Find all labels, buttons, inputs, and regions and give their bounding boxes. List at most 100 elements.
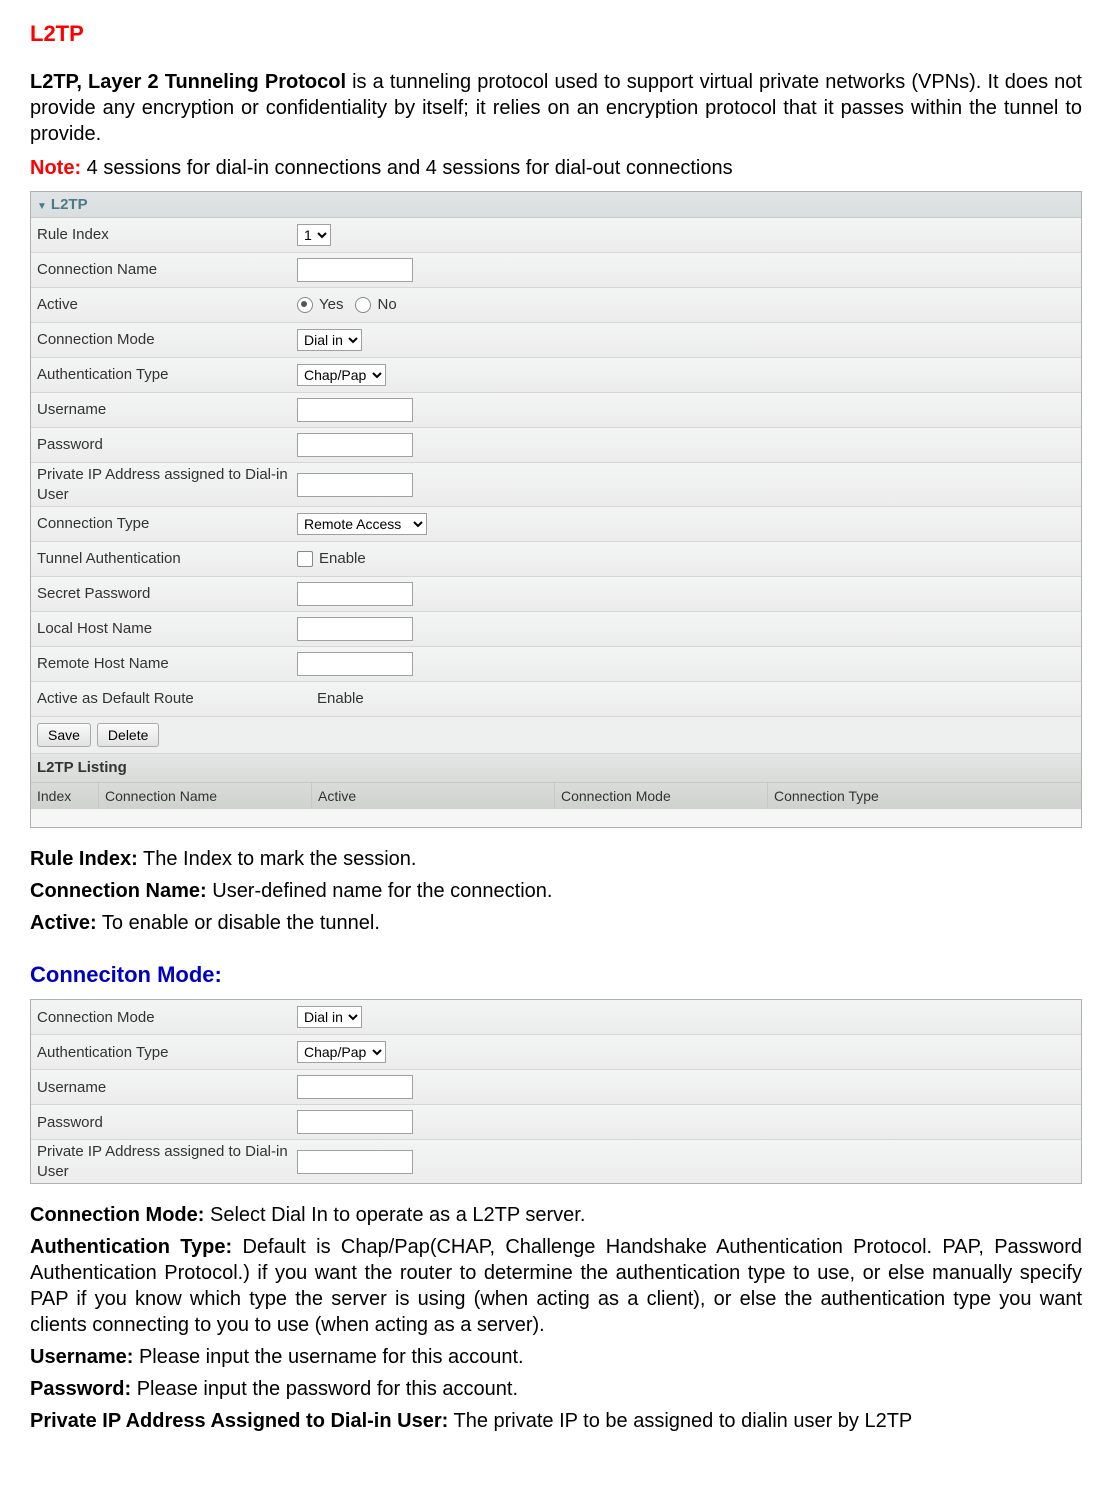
definition-term: Connection Name:: [30, 880, 207, 902]
username-label: Username: [37, 400, 297, 420]
local-host-input[interactable]: [297, 617, 413, 641]
definition-desc: Please input the password for this accou…: [131, 1378, 518, 1400]
connection-type-label: Connection Type: [37, 514, 297, 534]
definition-term: Authentication Type:: [30, 1236, 232, 1258]
connection-mode-heading: Conneciton Mode:: [30, 961, 1082, 990]
page-title: L2TP: [30, 20, 1082, 49]
auth-type-select[interactable]: Chap/Pap: [297, 364, 386, 386]
p2-auth-type-row: Authentication Type Chap/Pap: [31, 1035, 1081, 1070]
p2-conn-mode-row: Connection Mode Dial in: [31, 1000, 1081, 1035]
intro-paragraph: L2TP, Layer 2 Tunneling Protocol is a tu…: [30, 69, 1082, 147]
definition-item: Active: To enable or disable the tunnel.: [30, 910, 1082, 936]
auth-type-row: Authentication Type Chap/Pap: [31, 358, 1081, 393]
auth-type-label: Authentication Type: [37, 365, 297, 385]
connection-mode-row: Connection Mode Dial in: [31, 323, 1081, 358]
definition-term: Rule Index:: [30, 848, 138, 870]
p2-username-label: Username: [37, 1078, 297, 1098]
tunnel-auth-checkbox[interactable]: [297, 551, 313, 567]
listing-header: Index Connection Name Active Connection …: [31, 783, 1081, 809]
connection-type-select[interactable]: Remote Access: [297, 513, 427, 535]
definition-item: Connection Name: User-defined name for t…: [30, 878, 1082, 904]
definition-desc: Select Dial In to operate as a L2TP serv…: [204, 1204, 585, 1226]
tunnel-auth-label: Tunnel Authentication: [37, 549, 297, 569]
definition-item: Password: Please input the password for …: [30, 1376, 1082, 1402]
active-no-text: No: [377, 295, 396, 315]
definition-term: Private IP Address Assigned to Dial-in U…: [30, 1410, 448, 1432]
connection-mode-panel: Connection Mode Dial in Authentication T…: [30, 999, 1082, 1184]
p2-username-input[interactable]: [297, 1075, 413, 1099]
active-yes-radio[interactable]: [297, 297, 313, 313]
col-conn-name: Connection Name: [99, 783, 312, 809]
definition-desc: To enable or disable the tunnel.: [97, 912, 380, 934]
active-label: Active: [37, 295, 297, 315]
listing-title: L2TP Listing: [31, 754, 1081, 783]
p2-username-row: Username: [31, 1070, 1081, 1105]
default-route-label: Active as Default Route: [37, 689, 297, 709]
panel-header[interactable]: L2TP: [31, 192, 1081, 219]
password-row: Password: [31, 428, 1081, 463]
col-conn-mode: Connection Mode: [555, 783, 768, 809]
username-input[interactable]: [297, 398, 413, 422]
remote-host-label: Remote Host Name: [37, 654, 297, 674]
definition-desc: The private IP to be assigned to dialin …: [448, 1410, 912, 1432]
active-no-radio[interactable]: [355, 297, 371, 313]
connection-mode-label: Connection Mode: [37, 330, 297, 350]
active-yes-text: Yes: [319, 295, 343, 315]
p2-auth-type-select[interactable]: Chap/Pap: [297, 1041, 386, 1063]
definition-term: Username:: [30, 1346, 133, 1368]
p2-password-input[interactable]: [297, 1110, 413, 1134]
p2-conn-mode-select[interactable]: Dial in: [297, 1006, 362, 1028]
tunnel-auth-row: Tunnel Authentication Enable: [31, 542, 1081, 577]
default-route-enable-text: Enable: [317, 689, 364, 709]
l2tp-panel: L2TP Rule Index 1 Connection Name Active…: [30, 191, 1082, 828]
definition-desc: Please input the username for this accou…: [133, 1346, 523, 1368]
definition-desc: The Index to mark the session.: [138, 848, 417, 870]
col-active: Active: [312, 783, 555, 809]
local-host-label: Local Host Name: [37, 619, 297, 639]
private-ip-input[interactable]: [297, 473, 413, 497]
connection-mode-select[interactable]: Dial in: [297, 329, 362, 351]
save-button[interactable]: Save: [37, 723, 91, 747]
password-input[interactable]: [297, 433, 413, 457]
definition-term: Active:: [30, 912, 97, 934]
local-host-row: Local Host Name: [31, 612, 1081, 647]
definition-item: Authentication Type: Default is Chap/Pap…: [30, 1234, 1082, 1338]
definitions-2: Connection Mode: Select Dial In to opera…: [30, 1202, 1082, 1434]
p2-password-label: Password: [37, 1113, 297, 1133]
connection-type-row: Connection Type Remote Access: [31, 507, 1081, 542]
button-row: Save Delete: [31, 717, 1081, 754]
definition-item: Private IP Address Assigned to Dial-in U…: [30, 1408, 1082, 1434]
rule-index-select[interactable]: 1: [297, 224, 331, 246]
remote-host-input[interactable]: [297, 652, 413, 676]
p2-private-ip-label: Private IP Address assigned to Dial-in U…: [37, 1142, 297, 1181]
intro-bold: L2TP, Layer 2 Tunneling Protocol: [30, 71, 346, 93]
secret-label: Secret Password: [37, 584, 297, 604]
delete-button[interactable]: Delete: [97, 723, 159, 747]
secret-row: Secret Password: [31, 577, 1081, 612]
p2-private-ip-row: Private IP Address assigned to Dial-in U…: [31, 1140, 1081, 1183]
p2-auth-type-label: Authentication Type: [37, 1043, 297, 1063]
default-route-row: Active as Default Route Enable: [31, 682, 1081, 717]
private-ip-row: Private IP Address assigned to Dial-in U…: [31, 463, 1081, 507]
definition-term: Connection Mode:: [30, 1204, 204, 1226]
col-conn-type: Connection Type: [768, 783, 1081, 809]
remote-host-row: Remote Host Name: [31, 647, 1081, 682]
listing-body: [31, 809, 1081, 827]
connection-name-row: Connection Name: [31, 253, 1081, 288]
definition-item: Rule Index: The Index to mark the sessio…: [30, 846, 1082, 872]
p2-conn-mode-label: Connection Mode: [37, 1008, 297, 1028]
active-row: Active Yes No: [31, 288, 1081, 323]
definition-term: Password:: [30, 1378, 131, 1400]
secret-input[interactable]: [297, 582, 413, 606]
definition-item: Connection Mode: Select Dial In to opera…: [30, 1202, 1082, 1228]
rule-index-label: Rule Index: [37, 225, 297, 245]
p2-private-ip-input[interactable]: [297, 1150, 413, 1174]
p2-password-row: Password: [31, 1105, 1081, 1140]
connection-name-input[interactable]: [297, 258, 413, 282]
note-text: 4 sessions for dial-in connections and 4…: [81, 157, 732, 179]
note-paragraph: Note: 4 sessions for dial-in connections…: [30, 155, 1082, 181]
definition-desc: User-defined name for the connection.: [207, 880, 553, 902]
note-label: Note:: [30, 157, 81, 179]
password-label: Password: [37, 435, 297, 455]
tunnel-auth-enable-text: Enable: [319, 549, 366, 569]
